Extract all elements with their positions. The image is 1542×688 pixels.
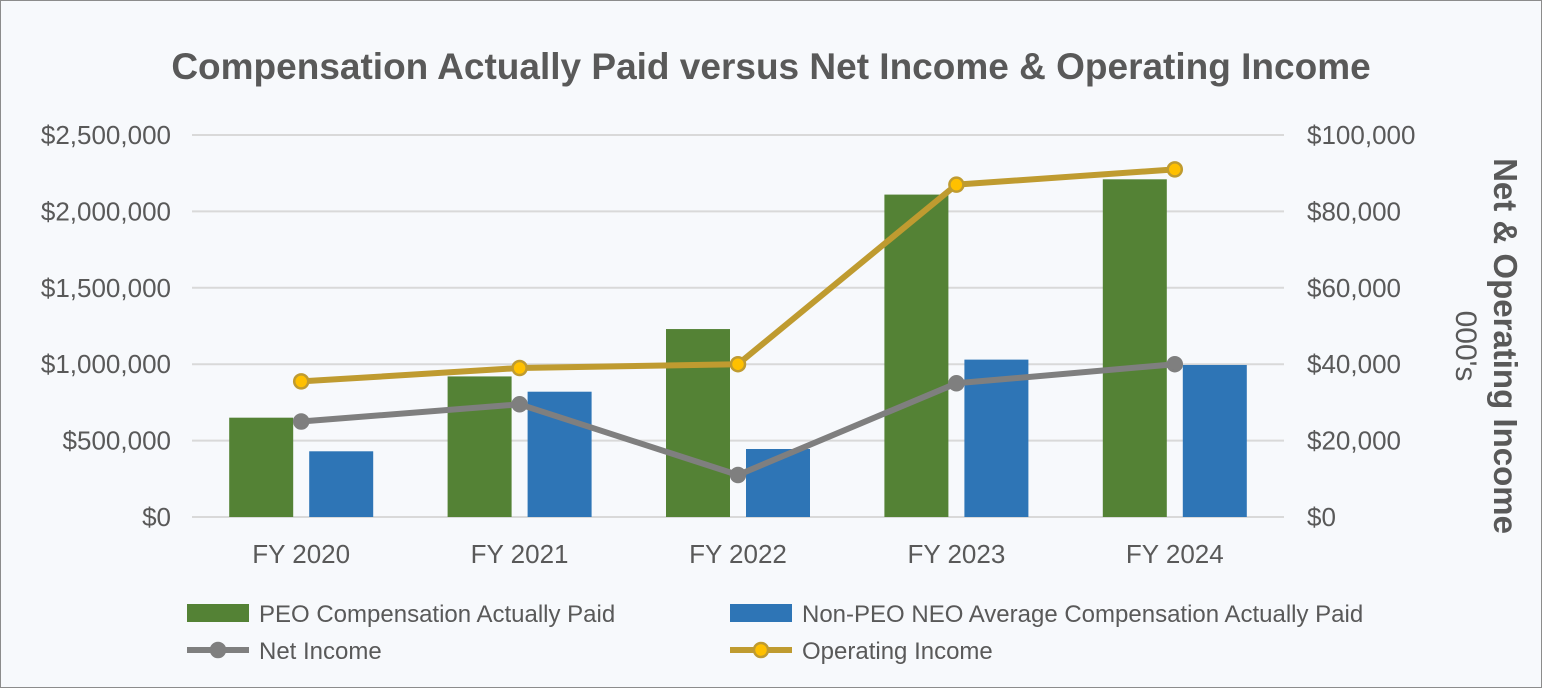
legend-label-net-income: Net Income: [259, 638, 382, 665]
left-tick-label: $1,000,000: [41, 349, 171, 379]
left-tick-label: $1,500,000: [41, 273, 171, 303]
legend-label-non-peo-neo-average-compensation-actually-paid: Non-PEO NEO Average Compensation Actuall…: [802, 601, 1363, 628]
net-income-line: [300, 361, 1176, 478]
left-tick-label: $500,000: [63, 426, 171, 456]
operating-income-point: [292, 373, 310, 390]
x-axis-ticks: FY 2020 FY 2021 FY 2022 FY 2023 FY 2024: [252, 539, 1223, 569]
bar-non-peo-fy-2020: [309, 451, 374, 517]
net-income-point: [729, 466, 747, 484]
x-tick-label: FY 2024: [1126, 539, 1224, 569]
x-tick-label: FY 2021: [471, 539, 569, 569]
bar-non-peo-fy-2024: [1182, 364, 1247, 517]
right-axis-unit-label: 000's: [1449, 311, 1482, 382]
legend-swatch-non-peo-neo-average-compensation-actually-paid: [730, 604, 792, 622]
legend-label-peo-compensation-actually-paid: PEO Compensation Actually Paid: [259, 601, 615, 628]
operating-income-point: [948, 176, 965, 193]
right-tick-label: $0: [1307, 502, 1336, 532]
bar-peo-fy-2021: [447, 376, 512, 517]
bar-peo-fy-2022: [666, 329, 730, 517]
right-tick-label: $100,000: [1307, 120, 1415, 150]
right-axis-ticks: $0 $20,000 $40,000 $60,000 $80,000 $100,000: [1307, 120, 1415, 532]
operating-income-point: [1166, 161, 1184, 178]
net-income-point: [948, 375, 965, 392]
legend: PEO Compensation Actually Paid Non-PEO NE…: [187, 601, 1363, 665]
right-tick-label: $40,000: [1307, 349, 1401, 379]
left-axis-ticks: $0 $500,000 $1,000,000 $1,500,000 $2,000,000…: [41, 120, 171, 532]
right-tick-label: $20,000: [1307, 426, 1401, 456]
right-axis-title: Net & Operating Income: [1487, 158, 1524, 534]
x-tick-label: FY 2022: [689, 539, 787, 569]
bar-peo-fy-2023: [884, 194, 949, 518]
net-income-point: [511, 396, 528, 413]
right-tick-label: $60,000: [1307, 273, 1401, 303]
lines: [292, 161, 1184, 484]
legend-label-operating-income: Operating Income: [802, 638, 993, 665]
x-tick-label: FY 2020: [252, 539, 350, 569]
chart-title: Compensation Actually Paid versus Net In…: [171, 46, 1370, 87]
bars: [229, 179, 1247, 518]
left-tick-label: $2,000,000: [41, 196, 171, 226]
net-income-point: [292, 413, 310, 430]
operating-income-line: [301, 166, 1176, 385]
bar-peo-fy-2020: [229, 417, 294, 517]
left-tick-label: $2,500,000: [41, 120, 171, 150]
bar-non-peo-fy-2023: [964, 359, 1029, 517]
x-tick-label: FY 2023: [907, 539, 1005, 569]
legend-swatch-peo-compensation-actually-paid: [187, 604, 249, 622]
net-income-point: [1166, 355, 1184, 373]
operating-income-point: [511, 359, 528, 377]
legend-marker-net-income: [209, 641, 227, 659]
right-tick-label: $80,000: [1307, 196, 1401, 226]
left-tick-label: $0: [142, 502, 171, 532]
operating-income-point: [729, 355, 747, 373]
bar-peo-fy-2024: [1102, 179, 1167, 517]
legend-marker-operating-income: [752, 641, 770, 659]
